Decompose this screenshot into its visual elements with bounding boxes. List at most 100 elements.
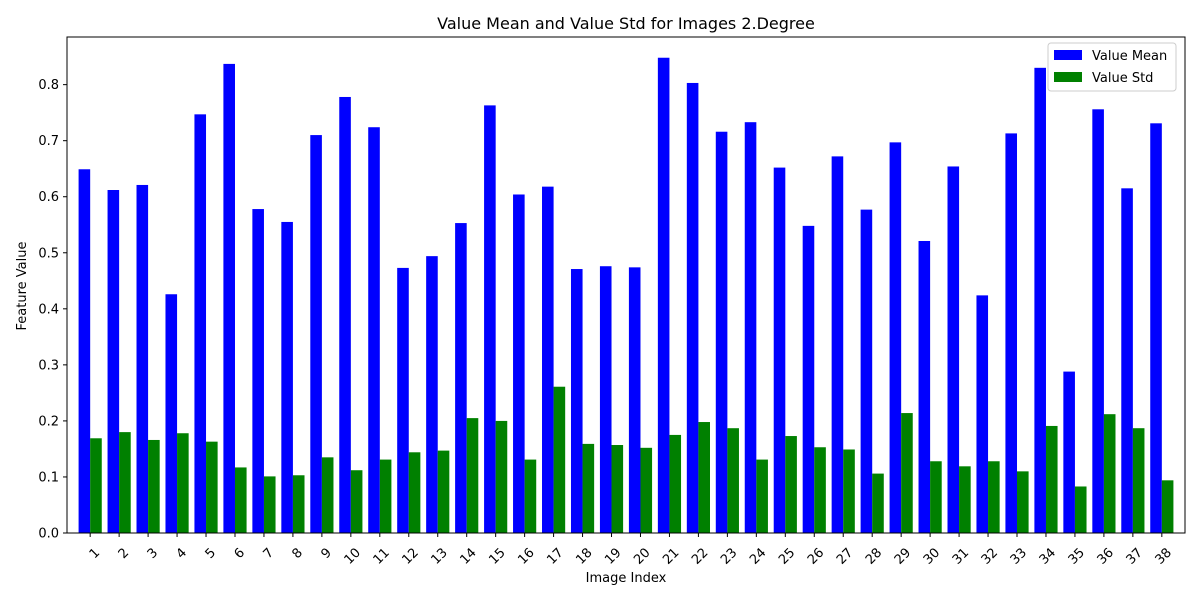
x-tick-label: 25 bbox=[776, 545, 798, 567]
bar-value-std-12 bbox=[408, 452, 421, 533]
x-tick-label: 2 bbox=[116, 545, 132, 561]
bar-value-std-34 bbox=[1045, 425, 1058, 533]
x-tick-label: 28 bbox=[863, 545, 885, 567]
bar-value-mean-26 bbox=[802, 225, 815, 533]
bar-value-std-31 bbox=[959, 466, 971, 533]
x-tick-label: 34 bbox=[1037, 545, 1059, 567]
bar-value-std-8 bbox=[292, 475, 305, 533]
x-tick-label: 12 bbox=[400, 545, 422, 567]
x-tick-label: 9 bbox=[318, 545, 334, 561]
y-tick-label: 0.7 bbox=[38, 134, 59, 149]
y-tick-label: 0.3 bbox=[38, 358, 59, 373]
bar-value-std-21 bbox=[669, 434, 682, 533]
bar-value-std-18 bbox=[582, 443, 595, 533]
bar-value-mean-34 bbox=[1034, 67, 1046, 533]
bar-value-std-32 bbox=[988, 461, 1000, 533]
bar-value-mean-4 bbox=[165, 294, 178, 533]
legend-swatch-value-mean bbox=[1054, 50, 1082, 60]
x-tick-label: 4 bbox=[174, 545, 190, 561]
bar-value-mean-17 bbox=[542, 186, 554, 533]
bar-value-std-7 bbox=[263, 476, 276, 533]
x-tick-label: 11 bbox=[371, 545, 393, 567]
bar-value-std-10 bbox=[350, 470, 363, 533]
x-tick-label: 29 bbox=[892, 545, 914, 567]
bar-value-std-20 bbox=[640, 447, 653, 533]
bar-value-std-36 bbox=[1103, 414, 1116, 533]
bar-value-mean-21 bbox=[657, 57, 670, 534]
x-tick-label: 3 bbox=[145, 545, 161, 561]
x-tick-label: 8 bbox=[290, 545, 306, 561]
bar-value-std-11 bbox=[379, 459, 392, 533]
bar-value-std-2 bbox=[119, 432, 131, 533]
x-tick-label: 24 bbox=[747, 545, 769, 567]
x-tick-label: 19 bbox=[602, 545, 624, 567]
bar-value-std-4 bbox=[177, 433, 189, 533]
bar-value-mean-24 bbox=[744, 122, 757, 533]
legend: Value Mean Value Std bbox=[1047, 42, 1177, 92]
chart-title: Value Mean and Value Std for Images 2.De… bbox=[437, 14, 815, 33]
x-tick-label: 20 bbox=[631, 545, 653, 567]
bar-value-mean-6 bbox=[223, 63, 235, 534]
x-tick-label: 26 bbox=[805, 545, 827, 567]
bar-value-mean-31 bbox=[947, 166, 960, 533]
bar-value-mean-23 bbox=[715, 131, 728, 533]
bar-value-mean-25 bbox=[773, 167, 786, 533]
bars-group bbox=[78, 57, 1174, 534]
bar-value-mean-20 bbox=[628, 267, 641, 533]
x-ticks-group: 1 2 3 4 5 6 7 8 9 10 11 12 13 14 15 16 17 18 19 20 21 22 23 24 2… bbox=[87, 533, 1175, 568]
bar-value-std-5 bbox=[206, 441, 218, 533]
bar-value-mean-9 bbox=[310, 135, 322, 533]
legend-swatch-value-std bbox=[1054, 72, 1082, 82]
bar-value-mean-11 bbox=[368, 127, 380, 533]
y-axis-label: Feature Value bbox=[15, 242, 30, 331]
x-tick-label: 5 bbox=[203, 545, 219, 561]
bar-value-mean-37 bbox=[1121, 188, 1133, 533]
x-tick-label: 22 bbox=[689, 545, 711, 567]
bar-value-mean-7 bbox=[252, 209, 264, 533]
bar-value-std-13 bbox=[437, 450, 450, 533]
bar-value-std-26 bbox=[814, 447, 826, 533]
bar-value-mean-30 bbox=[918, 241, 931, 533]
bar-value-std-27 bbox=[843, 449, 855, 533]
x-tick-label: 23 bbox=[718, 545, 740, 567]
bar-value-mean-28 bbox=[860, 209, 873, 533]
x-tick-label: 37 bbox=[1124, 545, 1146, 567]
y-tick-label: 0.0 bbox=[38, 527, 59, 542]
x-tick-label: 6 bbox=[232, 545, 248, 561]
y-tick-label: 0.1 bbox=[38, 470, 59, 485]
bar-value-std-23 bbox=[727, 428, 739, 533]
x-tick-label: 14 bbox=[457, 545, 479, 567]
x-tick-label: 21 bbox=[660, 545, 682, 567]
bar-value-std-14 bbox=[466, 418, 479, 533]
y-ticks-group: 0.0 0.1 0.2 0.3 0.4 0.5 0.6 0.7 0.8 bbox=[38, 78, 67, 542]
x-tick-label: 18 bbox=[573, 545, 595, 567]
x-tick-label: 30 bbox=[921, 545, 943, 567]
y-tick-label: 0.6 bbox=[38, 190, 59, 205]
bar-value-std-28 bbox=[872, 473, 884, 533]
bar-value-mean-38 bbox=[1150, 123, 1162, 533]
bar-value-std-16 bbox=[524, 459, 537, 533]
x-tick-label: 1 bbox=[87, 545, 103, 561]
y-tick-label: 0.2 bbox=[38, 414, 59, 429]
bar-value-mean-22 bbox=[686, 82, 699, 534]
legend-label-value-std: Value Std bbox=[1092, 71, 1153, 86]
bar-value-mean-13 bbox=[426, 256, 438, 533]
bar-value-mean-1 bbox=[78, 169, 91, 533]
x-axis-label: Image Index bbox=[586, 571, 667, 586]
x-tick-label: 7 bbox=[261, 545, 277, 561]
bar-value-mean-2 bbox=[107, 190, 120, 533]
bar-value-std-37 bbox=[1132, 428, 1145, 533]
bar-value-mean-35 bbox=[1063, 371, 1075, 533]
x-tick-label: 17 bbox=[544, 545, 566, 567]
x-tick-label: 38 bbox=[1153, 545, 1175, 567]
bar-value-mean-36 bbox=[1092, 109, 1104, 534]
bar-value-mean-27 bbox=[831, 156, 844, 533]
bar-value-std-30 bbox=[930, 461, 942, 533]
x-tick-label: 16 bbox=[515, 545, 537, 567]
bar-value-mean-12 bbox=[397, 267, 409, 533]
x-tick-label: 10 bbox=[342, 545, 364, 567]
bar-value-std-25 bbox=[785, 436, 797, 533]
bar-value-std-17 bbox=[553, 386, 566, 533]
